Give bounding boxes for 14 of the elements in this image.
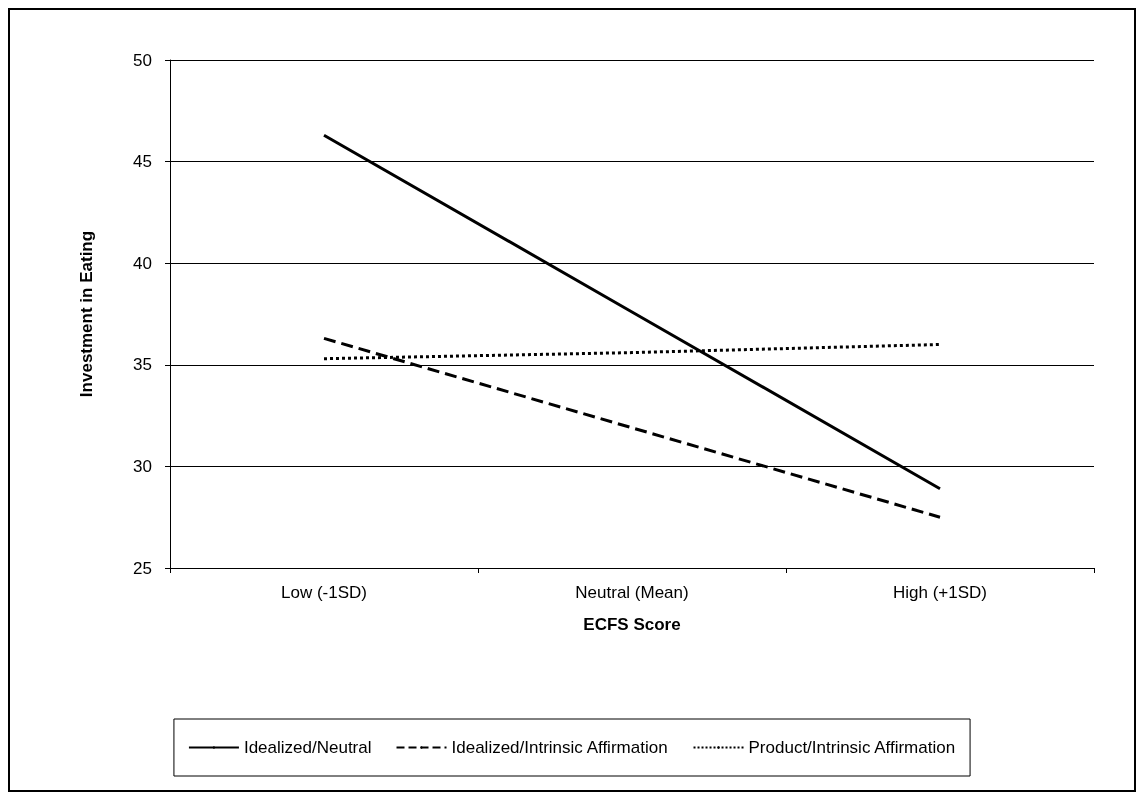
legend-label: Idealized/Neutral <box>243 738 372 757</box>
legend-label: Idealized/Intrinsic Affirmation <box>451 738 668 757</box>
x-tick-label: High (+1SD) <box>892 583 988 602</box>
y-tick-label: 25 <box>133 558 152 578</box>
x-tick-label: Low (-1SD) <box>281 583 367 602</box>
y-tick-label: 50 <box>133 50 152 70</box>
y-tick-label: 35 <box>133 355 152 375</box>
y-tick-label: 30 <box>133 456 152 476</box>
y-axis-title: Investment in Eating <box>77 230 96 398</box>
x-tick-label: Neutral (Mean) <box>575 583 689 602</box>
legend-label: Product/Intrinsic Affirmation <box>748 738 956 757</box>
x-axis-title: ECFS Score <box>583 615 681 634</box>
y-tick-label: 40 <box>133 253 152 273</box>
y-tick-label: 45 <box>133 152 152 172</box>
